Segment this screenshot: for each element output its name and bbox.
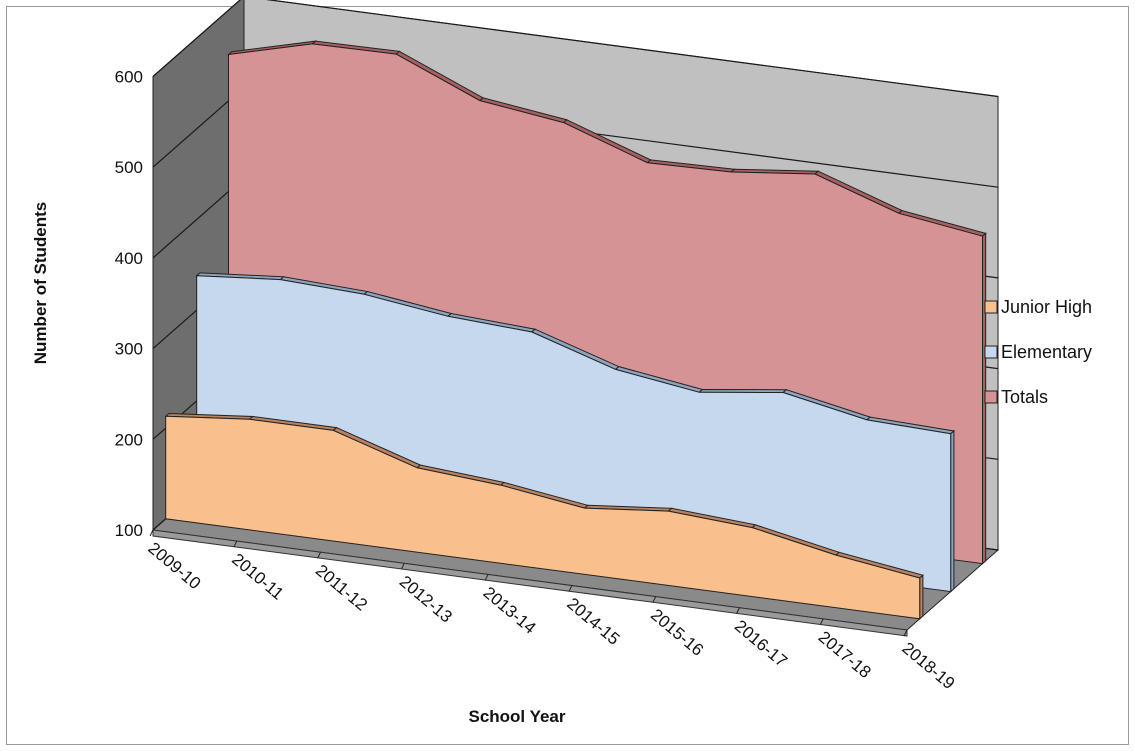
- x-tick-label: 2013-14: [480, 583, 540, 638]
- x-tick-mark: [233, 540, 238, 548]
- legend-label: Junior High: [1001, 297, 1092, 317]
- y-tick-label: 300: [115, 340, 143, 359]
- legend-label: Totals: [1001, 387, 1048, 407]
- legend-swatch: [984, 345, 998, 359]
- x-tick-label: 2009-10: [144, 539, 204, 594]
- y-axis-title: Number of Students: [31, 202, 50, 364]
- y-tick-label: 200: [115, 430, 143, 449]
- legend: Junior High Elementary Totals: [984, 297, 1092, 407]
- y-tick-label: 100: [115, 521, 143, 540]
- x-tick-label: 2012-13: [396, 572, 456, 627]
- series-layer: [164, 40, 987, 620]
- x-tick-mark: [819, 618, 824, 626]
- x-tick-label: 2011-12: [312, 561, 371, 615]
- x-tick-label: 2010-11: [228, 550, 287, 604]
- x-tick-label: 2017-18: [815, 627, 875, 682]
- y-tick-label: 500: [115, 158, 143, 177]
- x-tick-label: 2014-15: [563, 594, 623, 649]
- x-tick-mark: [317, 551, 322, 559]
- x-tick-mark: [149, 529, 154, 537]
- x-tick-mark: [568, 585, 573, 592]
- series-junior-high: [164, 412, 924, 620]
- y-tick-label: 600: [115, 68, 143, 87]
- legend-label: Elementary: [1001, 342, 1092, 362]
- x-tick-label: 2015-16: [647, 605, 707, 660]
- legend-swatch: [984, 390, 998, 404]
- series-face: [165, 415, 921, 620]
- gridline: [152, 0, 999, 98]
- x-tick-label: 2016-17: [731, 616, 791, 671]
- x-tick-label: 2018-19: [898, 639, 958, 694]
- x-tick-mark: [484, 574, 489, 581]
- y-axis-ticks: 100 200 300 400 500 600: [115, 68, 143, 541]
- legend-swatch: [984, 300, 998, 314]
- x-tick-mark: [400, 563, 405, 570]
- x-tick-mark: [735, 607, 740, 615]
- x-tick-mark: [652, 596, 657, 603]
- x-tick-mark: [903, 629, 908, 637]
- y-tick-label: 400: [115, 249, 143, 268]
- x-axis-title: School Year: [468, 707, 565, 726]
